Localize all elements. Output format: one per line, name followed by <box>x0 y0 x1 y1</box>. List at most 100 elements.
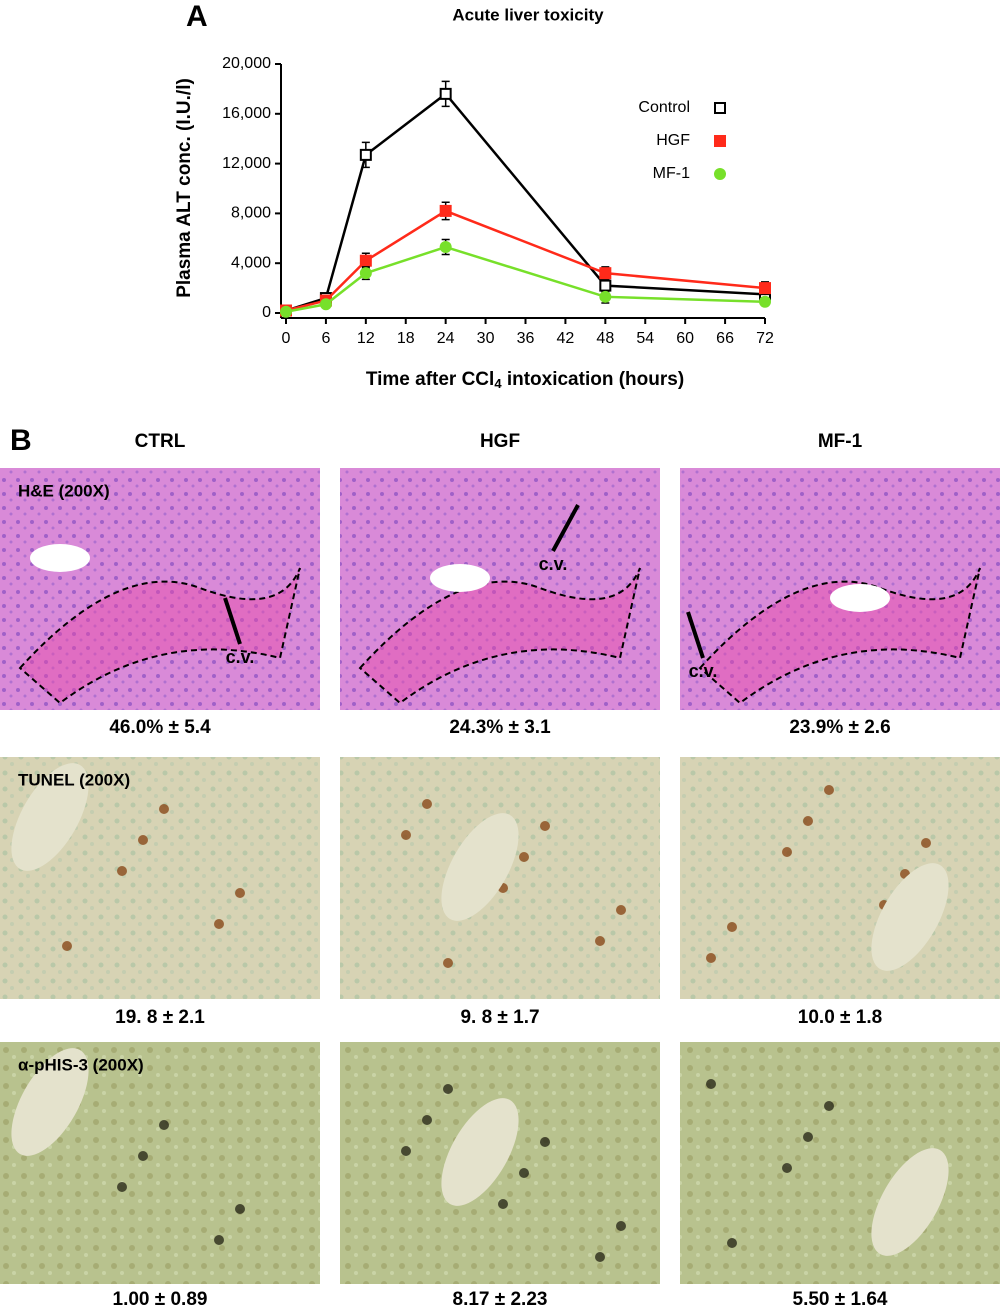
stain-dot <box>824 1101 834 1111</box>
series-line <box>285 209 766 312</box>
stain-dot <box>540 1137 550 1147</box>
x-tick-label: 72 <box>756 330 774 347</box>
arrow <box>551 504 580 552</box>
x-tick-label: 6 <box>321 330 330 347</box>
vein <box>441 1098 519 1206</box>
x-label-part: Time after CCl <box>366 369 494 390</box>
point <box>759 295 771 308</box>
stain-dot <box>422 799 432 809</box>
stain-dot <box>519 852 529 862</box>
stain-dot <box>498 1199 508 1209</box>
point <box>319 298 332 311</box>
series-line <box>285 92 766 312</box>
panel-label: A <box>186 0 208 33</box>
stain-dot <box>595 936 605 946</box>
x-tick-label: 12 <box>357 330 375 347</box>
vein <box>11 763 89 871</box>
necrosis-outline <box>358 567 641 705</box>
stain-label: TUNEL (200X) <box>18 770 130 789</box>
stain-dot <box>117 1182 127 1192</box>
arrow <box>686 611 705 659</box>
column-header: HGF <box>480 431 520 452</box>
point <box>599 290 612 303</box>
vein <box>830 584 890 612</box>
chart-title: Acute liver toxicity <box>452 5 604 24</box>
x-label-part: intoxication (hours) <box>502 369 685 390</box>
stain-dot <box>706 1079 716 1089</box>
vein <box>871 863 949 971</box>
micrograph <box>680 757 1000 999</box>
panel-label: B <box>10 424 32 457</box>
stain-dot <box>159 1120 169 1130</box>
y-axis-label: Plasma ALT conc. (I.U./l) <box>174 78 195 298</box>
legend-label: MF-1 <box>653 165 690 182</box>
stain-dot <box>782 847 792 857</box>
caption: 9. 8 ± 1.7 <box>460 1007 539 1028</box>
caption: 1.00 ± 0.89 <box>113 1289 208 1310</box>
stain-dot <box>616 1221 626 1231</box>
stain-dot <box>540 821 550 831</box>
caption: 46.0% ± 5.4 <box>109 717 211 738</box>
x-axis-label: Time after CCl4 intoxication (hours) <box>366 369 684 391</box>
stain-label: α-pHIS-3 (200X) <box>18 1055 144 1074</box>
stain-dot <box>138 835 148 845</box>
stain-dot <box>519 1168 529 1178</box>
stain-dot <box>117 866 127 876</box>
y-tick-label: 12,000 <box>222 155 271 172</box>
x-tick-label: 18 <box>397 330 415 347</box>
column-header: CTRL <box>135 431 186 452</box>
legend-marker <box>714 135 726 147</box>
stain-dot <box>159 804 169 814</box>
stain-dot <box>727 1238 737 1248</box>
point <box>359 267 372 280</box>
stain-dot <box>803 816 813 826</box>
point <box>359 254 372 267</box>
point <box>759 282 771 295</box>
caption: 5.50 ± 1.64 <box>793 1289 888 1310</box>
stain-dot <box>803 1132 813 1142</box>
micrograph <box>680 1042 1000 1284</box>
stain-dot <box>62 941 72 951</box>
stain-dot <box>235 888 245 898</box>
y-tick-label: 8,000 <box>231 205 271 222</box>
caption: 8.17 ± 2.23 <box>453 1289 548 1310</box>
column-header: MF-1 <box>818 431 863 452</box>
x-tick-label: 54 <box>636 330 654 347</box>
point <box>439 204 452 217</box>
point <box>359 148 372 161</box>
point <box>280 305 292 318</box>
stain-dot <box>443 958 453 968</box>
legend-marker <box>714 168 726 180</box>
caption: 10.0 ± 1.8 <box>798 1007 882 1028</box>
necrosis-outline <box>698 567 981 705</box>
stain-dot <box>214 1235 224 1245</box>
annotation: c.v. <box>539 554 568 574</box>
stain-dot <box>706 953 716 963</box>
vein <box>871 1148 949 1256</box>
x-label-sub: 4 <box>494 376 502 391</box>
vein <box>11 1048 89 1156</box>
x-tick-label: 60 <box>676 330 694 347</box>
x-tick-label: 24 <box>437 330 455 347</box>
vein <box>441 813 519 921</box>
stain-dot <box>824 785 834 795</box>
vein <box>30 544 90 572</box>
y-tick-label: 4,000 <box>231 254 271 271</box>
stain-dot <box>235 1204 245 1214</box>
legend-label: HGF <box>656 132 690 149</box>
annotation: c.v. <box>226 647 255 667</box>
annotation: c.v. <box>689 661 718 681</box>
stain-dot <box>616 905 626 915</box>
point <box>439 241 452 254</box>
stain-dot <box>443 1084 453 1094</box>
x-tick-label: 0 <box>282 330 291 347</box>
legend-label: Control <box>638 99 690 116</box>
x-tick-label: 48 <box>596 330 614 347</box>
x-tick-label: 42 <box>557 330 575 347</box>
x-tick-label: 30 <box>477 330 495 347</box>
caption: 19. 8 ± 2.1 <box>115 1007 205 1028</box>
y-tick-label: 0 <box>262 304 271 321</box>
micrograph <box>340 468 660 710</box>
x-tick-label: 66 <box>716 330 734 347</box>
stain-dot <box>782 1163 792 1173</box>
